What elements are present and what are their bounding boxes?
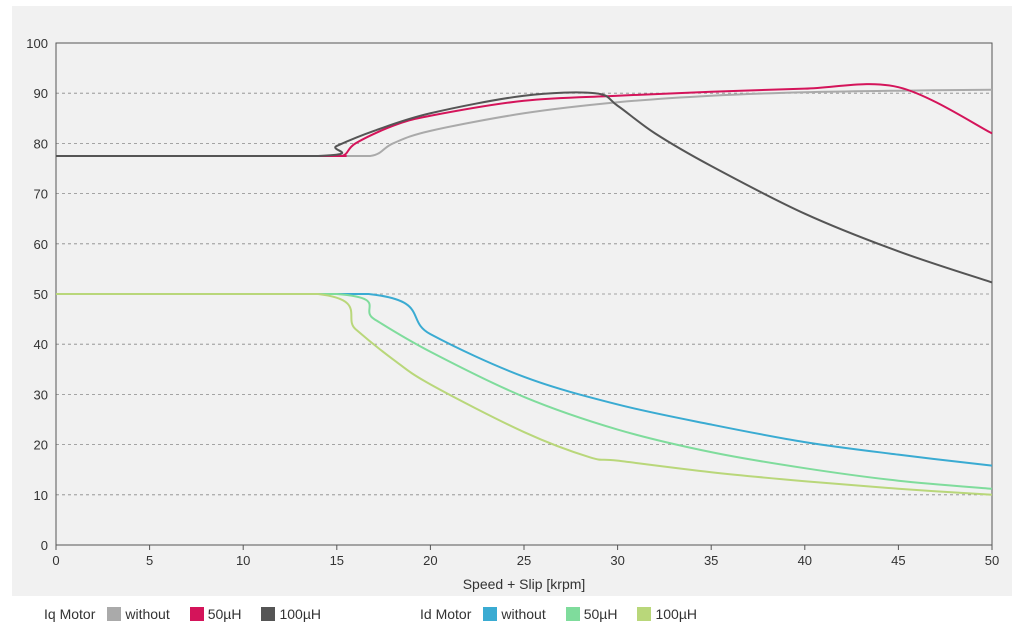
y-tick-label: 30	[34, 387, 48, 402]
legend-group-title: Id Motor	[420, 606, 471, 622]
legend-swatch	[261, 607, 275, 621]
series-layer	[56, 84, 992, 495]
y-tick-label: 70	[34, 187, 48, 202]
y-tick-label: 80	[34, 136, 48, 151]
x-tick-label: 30	[610, 553, 624, 568]
series-line-id-motor-without	[56, 294, 992, 466]
chart-frame: 0 10 20 30 40 50 60 70 80 90 100 0 5 10 15 20 25 30 35 40 45…	[12, 6, 1012, 596]
legend-swatch	[566, 607, 580, 621]
y-tick-label: 40	[34, 337, 48, 352]
x-axis-title: Speed + Slip [krpm]	[463, 576, 586, 592]
legend-group-title: Iq Motor	[44, 606, 95, 622]
legend-label: without	[125, 606, 169, 622]
x-tick-label: 45	[891, 553, 905, 568]
legend-label: 50µH	[208, 606, 242, 622]
x-tick-label: 35	[704, 553, 718, 568]
y-tick-label: 10	[34, 488, 48, 503]
legend-item: 50µH	[566, 606, 618, 622]
legend-item: without	[107, 606, 169, 622]
legend-item: 100µH	[637, 606, 697, 622]
legend-item: 50µH	[190, 606, 242, 622]
legend-group: Id Motor without 50µH 100µH	[420, 606, 711, 622]
legend-label: without	[501, 606, 545, 622]
x-tick-label: 25	[517, 553, 531, 568]
x-tick-label: 5	[146, 553, 153, 568]
x-tick-label: 0	[52, 553, 59, 568]
x-tick-label: 50	[985, 553, 999, 568]
y-tick-label: 100	[26, 36, 48, 51]
y-tick-label: 20	[34, 438, 48, 453]
legend-swatch	[637, 607, 651, 621]
legend-group: Iq Motor without 50µH 100µH	[44, 606, 335, 622]
legend-label: 50µH	[584, 606, 618, 622]
y-tick-label: 50	[34, 287, 48, 302]
legend-label: 100µH	[279, 606, 321, 622]
series-line-id-motor-50h	[56, 294, 992, 489]
legend-item: 100µH	[261, 606, 321, 622]
x-tick-label: 40	[798, 553, 812, 568]
x-tick-label: 10	[236, 553, 250, 568]
legend-swatch	[483, 607, 497, 621]
x-tick-label: 20	[423, 553, 437, 568]
legend-label: 100µH	[655, 606, 697, 622]
legend-swatch	[190, 607, 204, 621]
line-chart: 0 10 20 30 40 50 60 70 80 90 100 0 5 10 15 20 25 30 35 40 45…	[12, 6, 1012, 596]
legend-item: without	[483, 606, 545, 622]
y-tick-label: 0	[41, 538, 48, 553]
series-line-iq-motor-100h	[56, 92, 992, 282]
legend: Iq Motor without 50µH 100µH Id Motor without 5…	[0, 600, 1024, 632]
legend-swatch	[107, 607, 121, 621]
x-tick-label: 15	[330, 553, 344, 568]
y-tick-label: 90	[34, 86, 48, 101]
series-line-iq-motor-without	[56, 90, 992, 156]
y-tick-label: 60	[34, 237, 48, 252]
